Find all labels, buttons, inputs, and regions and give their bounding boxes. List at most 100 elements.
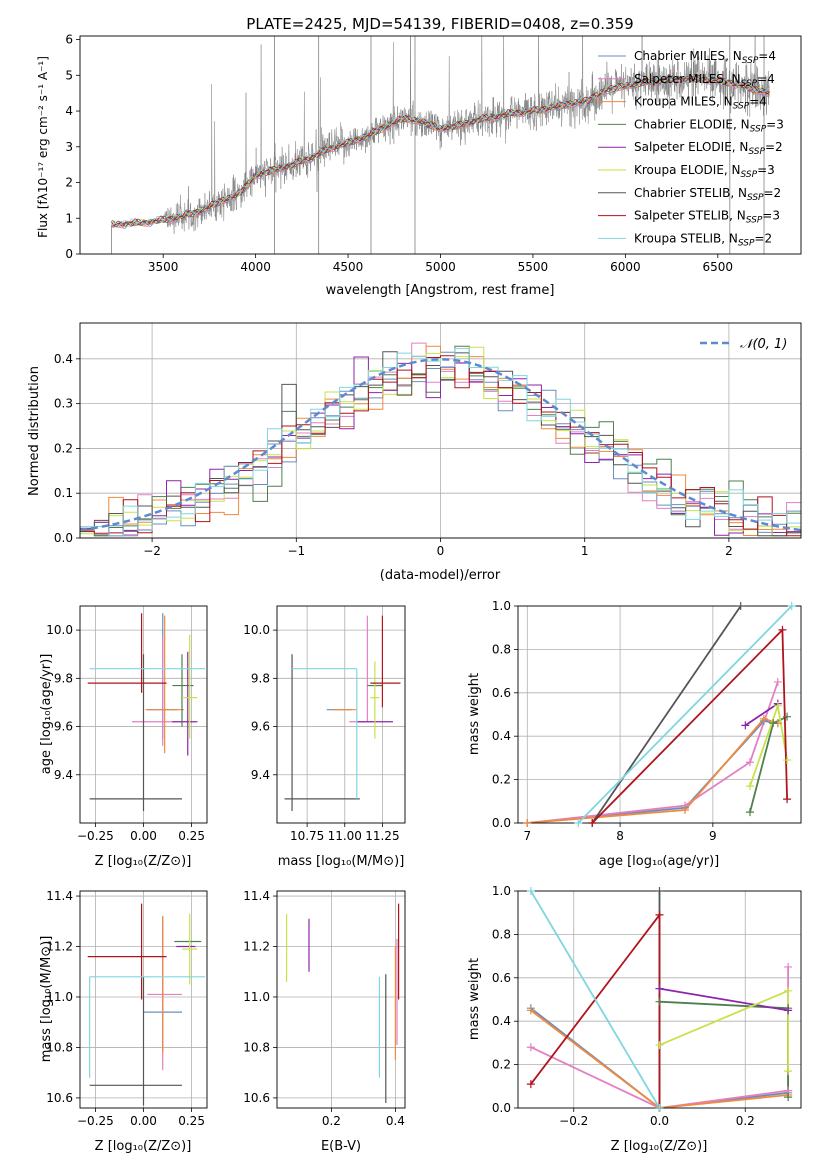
x-tick-label: −0.25 bbox=[77, 1114, 114, 1128]
spectrum-axes-marks bbox=[111, 36, 770, 254]
y-tick-label: 10.0 bbox=[46, 623, 73, 637]
y-tick-label: 9.6 bbox=[54, 720, 73, 734]
x-tick-label: 6500 bbox=[703, 260, 734, 274]
y-tick-label: 9.4 bbox=[54, 768, 73, 782]
gaussian-legend-label: 𝒩(0, 1) bbox=[740, 337, 787, 352]
weight-marker-kroupa_elodie bbox=[655, 1041, 664, 1050]
y-tick-label: 0.4 bbox=[54, 352, 73, 366]
weight-line-kroupa_miles bbox=[530, 1009, 789, 1108]
mass-ebv-axes: 0.2 0.4 10.6 10.8 11.0 11.2 11.4 bbox=[243, 889, 406, 1128]
y-tick-label: 0.6 bbox=[492, 971, 511, 985]
mass-z-xlabel: Z [log₁₀(Z/Z⊙)] bbox=[95, 1139, 192, 1154]
x-tick-label: 5500 bbox=[518, 260, 549, 274]
x-tick-label: 1 bbox=[581, 544, 589, 558]
weight-line-chabrier_elodie bbox=[659, 1000, 789, 1098]
age-mass-xlabel: mass [log₁₀(M/M⊙)] bbox=[278, 854, 405, 869]
weight-marker-chabrier_stelib bbox=[655, 887, 664, 895]
y-tick-label: 3 bbox=[65, 140, 73, 154]
y-tick-label: 10.8 bbox=[46, 1040, 73, 1054]
spectrum-axes: 3500 4000 4500 5000 5500 6000 6500 0 1 2 3 4 5 6 bbox=[65, 33, 802, 274]
x-tick-label: 0.25 bbox=[178, 1114, 205, 1128]
y-tick-label: 11.0 bbox=[46, 990, 73, 1004]
legend-label-chabrier_miles: Chabrier MILES, NSSP=4 bbox=[634, 49, 776, 66]
x-tick-label: 0.2 bbox=[322, 1114, 341, 1128]
legend-label-salpeter_stelib: Salpeter STELIB, NSSP=3 bbox=[634, 209, 780, 226]
mass-ebv-xlabel: E(B-V) bbox=[321, 1139, 361, 1154]
x-tick-label: 7 bbox=[523, 829, 531, 843]
y-tick-label: 9.6 bbox=[251, 720, 270, 734]
x-tick-label: 4500 bbox=[333, 260, 364, 274]
y-tick-label: 1 bbox=[65, 211, 73, 225]
spectrum-panel: PLATE=2425, MJD=54139, FIBERID=0408, z=0… bbox=[36, 15, 802, 298]
legend-label-kroupa_miles: Kroupa MILES, NSSP=4 bbox=[634, 95, 767, 112]
age-z-xlabel: Z [log₁₀(Z/Z⊙)] bbox=[95, 854, 192, 869]
mass-z-axes: −0.25 0.00 0.25 10.6 10.8 11.0 11.2 11.4 bbox=[46, 889, 208, 1128]
y-tick-label: 0 bbox=[65, 247, 73, 261]
weight-marker-salpeter_stelib bbox=[783, 795, 792, 804]
y-tick-label: 1.0 bbox=[492, 599, 511, 613]
weight-line-kroupa_stelib bbox=[577, 606, 793, 823]
y-tick-label: 11.2 bbox=[46, 940, 73, 954]
weight-marker-chabrier_stelib bbox=[736, 602, 745, 610]
x-tick-label: −2 bbox=[143, 544, 161, 558]
weight-line-salpeter_elodie bbox=[659, 987, 789, 1012]
mw-age-axes: 7 8 9 0.0 0.2 0.4 0.6 0.8 1.0 bbox=[492, 599, 802, 843]
x-tick-label: 2 bbox=[725, 544, 733, 558]
y-tick-label: 0.0 bbox=[492, 1101, 511, 1115]
residual-ylabel: Normed distribution bbox=[27, 366, 42, 496]
spectrum-ylabel: Flux [fλ10⁻¹⁷ erg cm⁻² s⁻¹ A⁻¹] bbox=[36, 56, 50, 238]
x-tick-label: 11.25 bbox=[365, 829, 399, 843]
weight-marker-salpeter_miles bbox=[526, 1043, 535, 1052]
weight-marker-kroupa_stelib bbox=[526, 887, 535, 895]
x-tick-label: −1 bbox=[287, 544, 305, 558]
weight-marker-kroupa_miles bbox=[523, 819, 532, 827]
mass-z-axes-marks bbox=[87, 903, 206, 1106]
x-tick-label: −0.25 bbox=[77, 829, 114, 843]
spectrum-axes-frame bbox=[79, 35, 802, 255]
y-tick-label: 6 bbox=[65, 33, 73, 47]
weight-marker-salpeter_stelib bbox=[526, 1080, 535, 1089]
weight-marker-kroupa_elodie bbox=[773, 701, 782, 710]
weight-marker-salpeter_stelib bbox=[655, 910, 664, 919]
residual-axes-frame bbox=[79, 322, 802, 539]
residual-axes-marks bbox=[80, 342, 801, 537]
weight-marker-salpeter_miles bbox=[773, 677, 782, 686]
mass-z-ylabel: mass [log₁₀(M/M⊙)] bbox=[39, 936, 54, 1063]
legend-label-salpeter_miles: Salpeter MILES, NSSP=4 bbox=[634, 72, 775, 89]
x-tick-label: 0.0 bbox=[650, 1114, 669, 1128]
weight-marker-chabrier_elodie bbox=[784, 1093, 793, 1102]
x-tick-label: 4000 bbox=[240, 260, 271, 274]
weight-line-kroupa_miles bbox=[527, 717, 779, 823]
x-tick-label: 0.00 bbox=[130, 829, 157, 843]
age-z-axes-marks bbox=[87, 613, 206, 811]
mw-z-ylabel: mass weight bbox=[467, 958, 482, 1040]
y-tick-label: 11.4 bbox=[243, 889, 270, 903]
mw-z-axes: −0.2 0.0 0.2 0.0 0.2 0.4 0.6 0.8 1.0 bbox=[492, 884, 802, 1128]
mass-ebv-axes-marks bbox=[286, 903, 400, 1103]
model-spectrum-kroupa_stelib bbox=[111, 73, 770, 226]
gaussian-curve bbox=[80, 358, 801, 532]
y-tick-label: 0.8 bbox=[492, 927, 511, 941]
weight-marker-chabrier_elodie bbox=[769, 719, 778, 728]
histogram-salpeter_stelib bbox=[80, 355, 801, 537]
weight-line-chabrier_miles bbox=[530, 1007, 789, 1108]
weight-line-chabrier_stelib bbox=[591, 606, 742, 823]
weight-marker-kroupa_stelib bbox=[574, 819, 583, 827]
legend-label-kroupa_elodie: Kroupa ELODIE, NSSP=3 bbox=[634, 163, 775, 180]
age-z-ylabel: age [log₁₀(age/yr)] bbox=[39, 654, 54, 775]
residual-legend: 𝒩(0, 1) bbox=[700, 337, 787, 352]
mass-z-axes-frame bbox=[79, 890, 208, 1109]
y-tick-label: 11.0 bbox=[243, 990, 270, 1004]
y-tick-label: 4 bbox=[65, 104, 73, 118]
y-tick-label: 10.6 bbox=[243, 1091, 270, 1105]
y-tick-label: 0.0 bbox=[54, 531, 73, 545]
model-spectrum-salpeter_stelib bbox=[111, 74, 770, 227]
x-tick-label: 0.25 bbox=[178, 829, 205, 843]
weight-marker-kroupa_elodie bbox=[783, 756, 792, 765]
x-tick-label: −0.2 bbox=[559, 1114, 588, 1128]
weight-marker-kroupa_elodie bbox=[784, 1067, 793, 1076]
x-tick-label: 8 bbox=[616, 829, 624, 843]
age-z-axes-frame bbox=[79, 605, 208, 824]
x-tick-label: 0 bbox=[437, 544, 445, 558]
